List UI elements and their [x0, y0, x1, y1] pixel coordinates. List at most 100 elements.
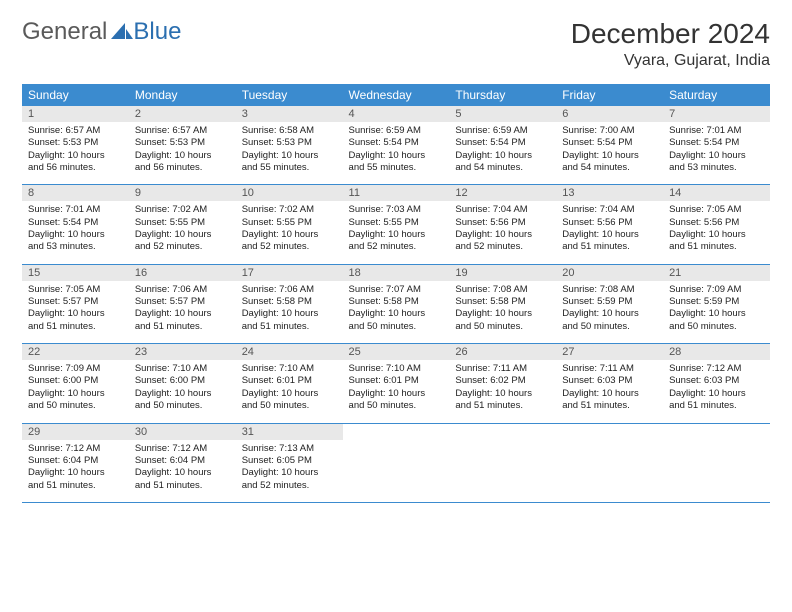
day-number: 25: [343, 344, 450, 360]
day-body: Sunrise: 7:06 AMSunset: 5:58 PMDaylight:…: [236, 281, 343, 343]
day-number: 22: [22, 344, 129, 360]
calendar-day-cell: 27Sunrise: 7:11 AMSunset: 6:03 PMDayligh…: [556, 344, 663, 423]
calendar-day-cell: 25Sunrise: 7:10 AMSunset: 6:01 PMDayligh…: [343, 344, 450, 423]
calendar-day-cell: 4Sunrise: 6:59 AMSunset: 5:54 PMDaylight…: [343, 106, 450, 185]
day-number: 29: [22, 424, 129, 440]
calendar-day-cell: 14Sunrise: 7:05 AMSunset: 5:56 PMDayligh…: [663, 185, 770, 264]
day-body: Sunrise: 7:12 AMSunset: 6:04 PMDaylight:…: [22, 440, 129, 502]
day-body: Sunrise: 7:05 AMSunset: 5:56 PMDaylight:…: [663, 201, 770, 263]
calendar-week-row: 29Sunrise: 7:12 AMSunset: 6:04 PMDayligh…: [22, 423, 770, 502]
dow-header: Wednesday: [343, 84, 450, 106]
day-number: 12: [449, 185, 556, 201]
calendar-week-row: 15Sunrise: 7:05 AMSunset: 5:57 PMDayligh…: [22, 264, 770, 343]
calendar-day-cell: 12Sunrise: 7:04 AMSunset: 5:56 PMDayligh…: [449, 185, 556, 264]
dow-header: Sunday: [22, 84, 129, 106]
day-body: Sunrise: 7:02 AMSunset: 5:55 PMDaylight:…: [236, 201, 343, 263]
day-body: Sunrise: 7:05 AMSunset: 5:57 PMDaylight:…: [22, 281, 129, 343]
day-number: 6: [556, 106, 663, 122]
dow-header: Friday: [556, 84, 663, 106]
calendar-day-cell: 18Sunrise: 7:07 AMSunset: 5:58 PMDayligh…: [343, 264, 450, 343]
day-number: 21: [663, 265, 770, 281]
day-number: 2: [129, 106, 236, 122]
calendar-day-cell: ..: [449, 423, 556, 502]
day-body: Sunrise: 6:57 AMSunset: 5:53 PMDaylight:…: [22, 122, 129, 184]
day-number: 28: [663, 344, 770, 360]
calendar-day-cell: ..: [556, 423, 663, 502]
calendar-table: SundayMondayTuesdayWednesdayThursdayFrid…: [22, 84, 770, 503]
day-number: 19: [449, 265, 556, 281]
location: Vyara, Gujarat, India: [571, 52, 770, 70]
day-body: Sunrise: 7:13 AMSunset: 6:05 PMDaylight:…: [236, 440, 343, 502]
dow-header: Saturday: [663, 84, 770, 106]
calendar-day-cell: 13Sunrise: 7:04 AMSunset: 5:56 PMDayligh…: [556, 185, 663, 264]
calendar-day-cell: ..: [663, 423, 770, 502]
calendar-day-cell: 7Sunrise: 7:01 AMSunset: 5:54 PMDaylight…: [663, 106, 770, 185]
calendar-day-cell: 16Sunrise: 7:06 AMSunset: 5:57 PMDayligh…: [129, 264, 236, 343]
day-number: 15: [22, 265, 129, 281]
day-body: Sunrise: 7:12 AMSunset: 6:04 PMDaylight:…: [129, 440, 236, 502]
calendar-day-cell: 10Sunrise: 7:02 AMSunset: 5:55 PMDayligh…: [236, 185, 343, 264]
day-number: 14: [663, 185, 770, 201]
day-body: Sunrise: 7:09 AMSunset: 6:00 PMDaylight:…: [22, 360, 129, 422]
calendar-day-cell: 17Sunrise: 7:06 AMSunset: 5:58 PMDayligh…: [236, 264, 343, 343]
day-body: Sunrise: 7:06 AMSunset: 5:57 PMDaylight:…: [129, 281, 236, 343]
day-body: Sunrise: 7:07 AMSunset: 5:58 PMDaylight:…: [343, 281, 450, 343]
calendar-week-row: 1Sunrise: 6:57 AMSunset: 5:53 PMDaylight…: [22, 106, 770, 185]
day-number: 30: [129, 424, 236, 440]
day-body: Sunrise: 7:08 AMSunset: 5:58 PMDaylight:…: [449, 281, 556, 343]
calendar-day-cell: 31Sunrise: 7:13 AMSunset: 6:05 PMDayligh…: [236, 423, 343, 502]
calendar-day-cell: 8Sunrise: 7:01 AMSunset: 5:54 PMDaylight…: [22, 185, 129, 264]
calendar-day-cell: 19Sunrise: 7:08 AMSunset: 5:58 PMDayligh…: [449, 264, 556, 343]
month-title: December 2024: [571, 18, 770, 50]
day-body: Sunrise: 7:12 AMSunset: 6:03 PMDaylight:…: [663, 360, 770, 422]
calendar-day-cell: 24Sunrise: 7:10 AMSunset: 6:01 PMDayligh…: [236, 344, 343, 423]
calendar-body: 1Sunrise: 6:57 AMSunset: 5:53 PMDaylight…: [22, 106, 770, 502]
day-body: Sunrise: 7:01 AMSunset: 5:54 PMDaylight:…: [22, 201, 129, 263]
day-number: 11: [343, 185, 450, 201]
day-body: Sunrise: 7:02 AMSunset: 5:55 PMDaylight:…: [129, 201, 236, 263]
dow-header-row: SundayMondayTuesdayWednesdayThursdayFrid…: [22, 84, 770, 106]
day-body: Sunrise: 7:09 AMSunset: 5:59 PMDaylight:…: [663, 281, 770, 343]
day-number: 23: [129, 344, 236, 360]
day-body: Sunrise: 7:03 AMSunset: 5:55 PMDaylight:…: [343, 201, 450, 263]
logo-sail-icon: [111, 23, 133, 41]
day-number: 16: [129, 265, 236, 281]
calendar-week-row: 8Sunrise: 7:01 AMSunset: 5:54 PMDaylight…: [22, 185, 770, 264]
calendar-day-cell: 9Sunrise: 7:02 AMSunset: 5:55 PMDaylight…: [129, 185, 236, 264]
calendar-day-cell: 5Sunrise: 6:59 AMSunset: 5:54 PMDaylight…: [449, 106, 556, 185]
calendar-day-cell: 29Sunrise: 7:12 AMSunset: 6:04 PMDayligh…: [22, 423, 129, 502]
day-body: Sunrise: 7:11 AMSunset: 6:02 PMDaylight:…: [449, 360, 556, 422]
day-body: Sunrise: 7:04 AMSunset: 5:56 PMDaylight:…: [449, 201, 556, 263]
day-number: 24: [236, 344, 343, 360]
day-number: 18: [343, 265, 450, 281]
logo-text-2: Blue: [133, 18, 181, 46]
calendar-day-cell: 21Sunrise: 7:09 AMSunset: 5:59 PMDayligh…: [663, 264, 770, 343]
day-number: 9: [129, 185, 236, 201]
day-number: 5: [449, 106, 556, 122]
day-body: Sunrise: 6:59 AMSunset: 5:54 PMDaylight:…: [449, 122, 556, 184]
day-body: Sunrise: 7:10 AMSunset: 6:00 PMDaylight:…: [129, 360, 236, 422]
day-number: 13: [556, 185, 663, 201]
day-body: Sunrise: 7:10 AMSunset: 6:01 PMDaylight:…: [236, 360, 343, 422]
calendar-day-cell: 28Sunrise: 7:12 AMSunset: 6:03 PMDayligh…: [663, 344, 770, 423]
title-block: December 2024 Vyara, Gujarat, India: [571, 18, 770, 70]
day-number: 26: [449, 344, 556, 360]
calendar-day-cell: 23Sunrise: 7:10 AMSunset: 6:00 PMDayligh…: [129, 344, 236, 423]
calendar-day-cell: 26Sunrise: 7:11 AMSunset: 6:02 PMDayligh…: [449, 344, 556, 423]
day-number: 4: [343, 106, 450, 122]
day-number: 8: [22, 185, 129, 201]
calendar-day-cell: 1Sunrise: 6:57 AMSunset: 5:53 PMDaylight…: [22, 106, 129, 185]
calendar-week-row: 22Sunrise: 7:09 AMSunset: 6:00 PMDayligh…: [22, 344, 770, 423]
calendar-day-cell: 15Sunrise: 7:05 AMSunset: 5:57 PMDayligh…: [22, 264, 129, 343]
calendar-day-cell: 2Sunrise: 6:57 AMSunset: 5:53 PMDaylight…: [129, 106, 236, 185]
logo: General Blue: [22, 18, 181, 46]
header: General Blue December 2024 Vyara, Gujara…: [22, 18, 770, 70]
day-number: 17: [236, 265, 343, 281]
day-number: 7: [663, 106, 770, 122]
day-body: Sunrise: 7:11 AMSunset: 6:03 PMDaylight:…: [556, 360, 663, 422]
calendar-day-cell: ..: [343, 423, 450, 502]
day-body: Sunrise: 7:04 AMSunset: 5:56 PMDaylight:…: [556, 201, 663, 263]
day-number: 27: [556, 344, 663, 360]
calendar-day-cell: 22Sunrise: 7:09 AMSunset: 6:00 PMDayligh…: [22, 344, 129, 423]
day-body: Sunrise: 7:00 AMSunset: 5:54 PMDaylight:…: [556, 122, 663, 184]
